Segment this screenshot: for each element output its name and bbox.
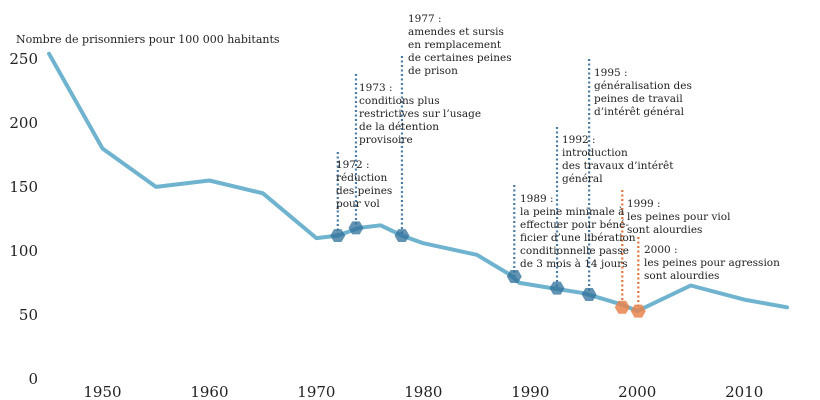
annotation-line: effectuer pour béné- [520, 219, 629, 231]
annotation-line: réduction [336, 172, 387, 184]
y-tick-label: 50 [19, 306, 38, 324]
annotation-line: de 3 mois à 14 jours [520, 258, 628, 270]
annotation-line: peines de travail [594, 93, 683, 105]
x-tick-label: 1960 [190, 383, 228, 400]
annotation-line: 1989 : [520, 193, 554, 205]
event-marker-6 [614, 300, 630, 314]
x-tick-label: 2010 [725, 383, 763, 400]
x-tick-labels: 1950 1960 1970 1980 1990 2000 2010 [83, 383, 763, 400]
x-tick-label: 1950 [83, 383, 121, 400]
annotation-line: 1977 : [408, 13, 442, 25]
annotation-line: 1992 : [562, 134, 596, 146]
event-marker-4 [549, 281, 565, 295]
annotation-line: de prison [408, 65, 458, 77]
annotation-text-1: 1973 : conditions plus restrictives sur l’… [359, 82, 481, 146]
y-tick-label: 100 [9, 242, 38, 260]
y-tick-labels: 0 50 100 150 200 250 [9, 50, 38, 388]
annotation-line: les peines pour viol [627, 211, 731, 223]
y-tick-label: 200 [9, 114, 38, 132]
event-marker-0 [330, 229, 346, 242]
annotation-text-4: 1992 : introduction des travaux d’intérêt g… [562, 134, 674, 185]
annotation-text-5: 1995 : généralisation des peines de travai… [594, 67, 692, 118]
annotation-line: des travaux d’intérêt [562, 160, 674, 172]
annotation-line: général [562, 173, 603, 185]
event-marker-2 [394, 229, 410, 242]
annotation-line: conditions plus [359, 95, 440, 107]
y-tick-label: 250 [9, 50, 38, 68]
annotation-line: 1972 : [336, 159, 370, 171]
y-axis-label: Nombre de prisonniers pour 100 000 habit… [16, 33, 280, 46]
annotation-line: les peines pour agression [644, 257, 780, 269]
annotation-text-6: 1999 : les peines pour viol sont alourdies [627, 198, 731, 236]
annotation-text-7: 2000 : les peines pour agression sont alou… [644, 244, 780, 282]
annotation-text-3: 1989 : la peine minimale à effectuer pour … [520, 193, 636, 270]
annotation-line: en remplacement [408, 39, 502, 51]
annotation-line: ficier d’une libération [520, 232, 636, 244]
annotation-line: conditionnelle passe [520, 245, 629, 257]
annotation-leader-lines [336, 56, 640, 312]
annotation-line: des peines [336, 185, 392, 197]
y-tick-label: 150 [9, 178, 38, 196]
annotation-line: sont alourdies [644, 270, 719, 282]
annotation-line: provisoire [359, 134, 413, 146]
x-tick-label: 2000 [618, 383, 656, 400]
event-marker-1 [348, 221, 364, 235]
annotation-line: 1973 : [359, 82, 393, 94]
annotation-line: d’intérêt général [594, 106, 685, 118]
annotation-text-0: 1972 : réduction des peines pour vol [336, 159, 392, 210]
x-tick-label: 1990 [511, 383, 549, 400]
annotation-line: de certaines peines [408, 52, 512, 64]
event-markers [330, 221, 646, 318]
event-marker-3 [506, 270, 522, 283]
y-tick-label: 0 [28, 370, 38, 388]
x-tick-label: 1970 [297, 383, 335, 400]
annotation-line: la peine minimale à [520, 206, 624, 218]
annotation-line: restrictives sur l’usage [359, 108, 481, 120]
annotation-line: généralisation des [594, 80, 692, 92]
event-marker-5 [581, 288, 597, 301]
annotation-line: 1995 : [594, 67, 628, 79]
annotation-line: amendes et sursis [408, 26, 504, 38]
annotation-line: pour vol [336, 198, 380, 210]
annotation-line: sont alourdies [627, 224, 702, 236]
annotation-line: de la détention [359, 121, 439, 133]
event-marker-7 [630, 304, 646, 318]
annotation-line: 2000 : [644, 244, 678, 256]
x-tick-label: 1980 [404, 383, 442, 400]
annotation-line: 1999 : [627, 198, 661, 210]
annotation-text-2: 1977 : amendes et sursis en remplacement de… [408, 13, 512, 77]
annotation-line: introduction [562, 147, 628, 159]
